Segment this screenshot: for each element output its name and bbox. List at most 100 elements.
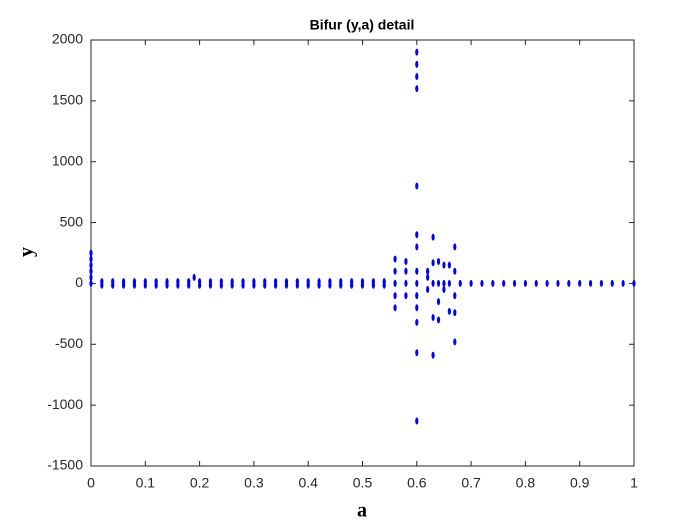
point (415, 349, 419, 357)
y-tick-label: -1500 (47, 457, 83, 473)
point (453, 292, 457, 300)
point (588, 279, 593, 287)
x-tick-label: 0.7 (461, 475, 481, 491)
point (154, 281, 158, 289)
point (431, 314, 435, 322)
point (252, 281, 256, 289)
point (556, 279, 560, 287)
point (339, 281, 343, 289)
point (502, 279, 506, 287)
point (436, 316, 441, 324)
point (89, 267, 93, 275)
y-tick-label: 2000 (52, 31, 83, 47)
point (295, 281, 299, 289)
point (442, 261, 446, 269)
point (426, 267, 430, 275)
point (360, 281, 365, 289)
point (480, 279, 484, 287)
point (404, 258, 408, 266)
point (426, 286, 430, 294)
point (632, 279, 636, 287)
point (458, 279, 462, 287)
plot-frame (90, 39, 635, 467)
y-tick-label: -500 (55, 335, 83, 351)
point (442, 286, 446, 294)
point (100, 281, 104, 289)
y-axis-label: y (16, 247, 38, 257)
point (426, 273, 430, 281)
y-tick-label: 0 (75, 274, 83, 290)
y-tick-label: 500 (60, 213, 84, 229)
point (415, 60, 419, 68)
point (534, 279, 538, 287)
point (274, 281, 278, 289)
point (512, 279, 517, 287)
point (415, 73, 419, 81)
point (89, 279, 93, 287)
point (393, 292, 397, 300)
point (415, 85, 419, 93)
point (241, 281, 245, 289)
point (415, 417, 419, 425)
point (393, 267, 397, 275)
y-tick-label: -1000 (47, 396, 83, 412)
point (393, 255, 397, 263)
point (393, 279, 397, 287)
point (404, 267, 408, 275)
x-tick-label: 0.5 (353, 475, 373, 491)
point (453, 338, 457, 346)
x-tick-label: 0.6 (407, 475, 427, 491)
point (328, 281, 332, 289)
point (447, 307, 451, 315)
point (415, 231, 419, 239)
point (447, 261, 451, 269)
point (263, 281, 267, 289)
point (165, 281, 169, 289)
point (371, 281, 375, 289)
point (415, 48, 419, 56)
point (219, 281, 223, 289)
point (89, 255, 93, 263)
point (284, 281, 289, 289)
point (442, 279, 446, 287)
point (121, 281, 126, 289)
x-axis-label: a (357, 500, 367, 522)
point (187, 281, 191, 289)
point (431, 279, 435, 287)
point (415, 292, 419, 300)
point (230, 281, 234, 289)
chart-title: Bifur (y,a) detail (310, 17, 415, 33)
point (132, 281, 137, 289)
x-tick-label: 0.9 (570, 475, 590, 491)
point (415, 243, 419, 251)
point (453, 267, 457, 275)
point (89, 261, 93, 269)
point (453, 309, 457, 317)
point (415, 182, 419, 190)
point (523, 279, 528, 287)
x-tick-label: 1 (630, 475, 638, 491)
point (431, 351, 435, 359)
point (610, 279, 614, 287)
point (404, 292, 408, 300)
point (415, 279, 419, 287)
x-tick-label: 0 (87, 475, 95, 491)
point (621, 279, 625, 287)
point (599, 279, 604, 287)
point (350, 281, 354, 289)
point (143, 281, 147, 289)
x-tick-label: 0.2 (190, 475, 210, 491)
point (578, 279, 582, 287)
point (415, 304, 419, 312)
point (89, 273, 93, 281)
point (491, 279, 495, 287)
point (393, 304, 397, 312)
point (89, 249, 93, 257)
point (436, 298, 441, 306)
point (453, 243, 457, 251)
point (436, 258, 441, 266)
x-tick-label: 0.1 (136, 475, 156, 491)
point (306, 281, 310, 289)
point (469, 279, 473, 287)
